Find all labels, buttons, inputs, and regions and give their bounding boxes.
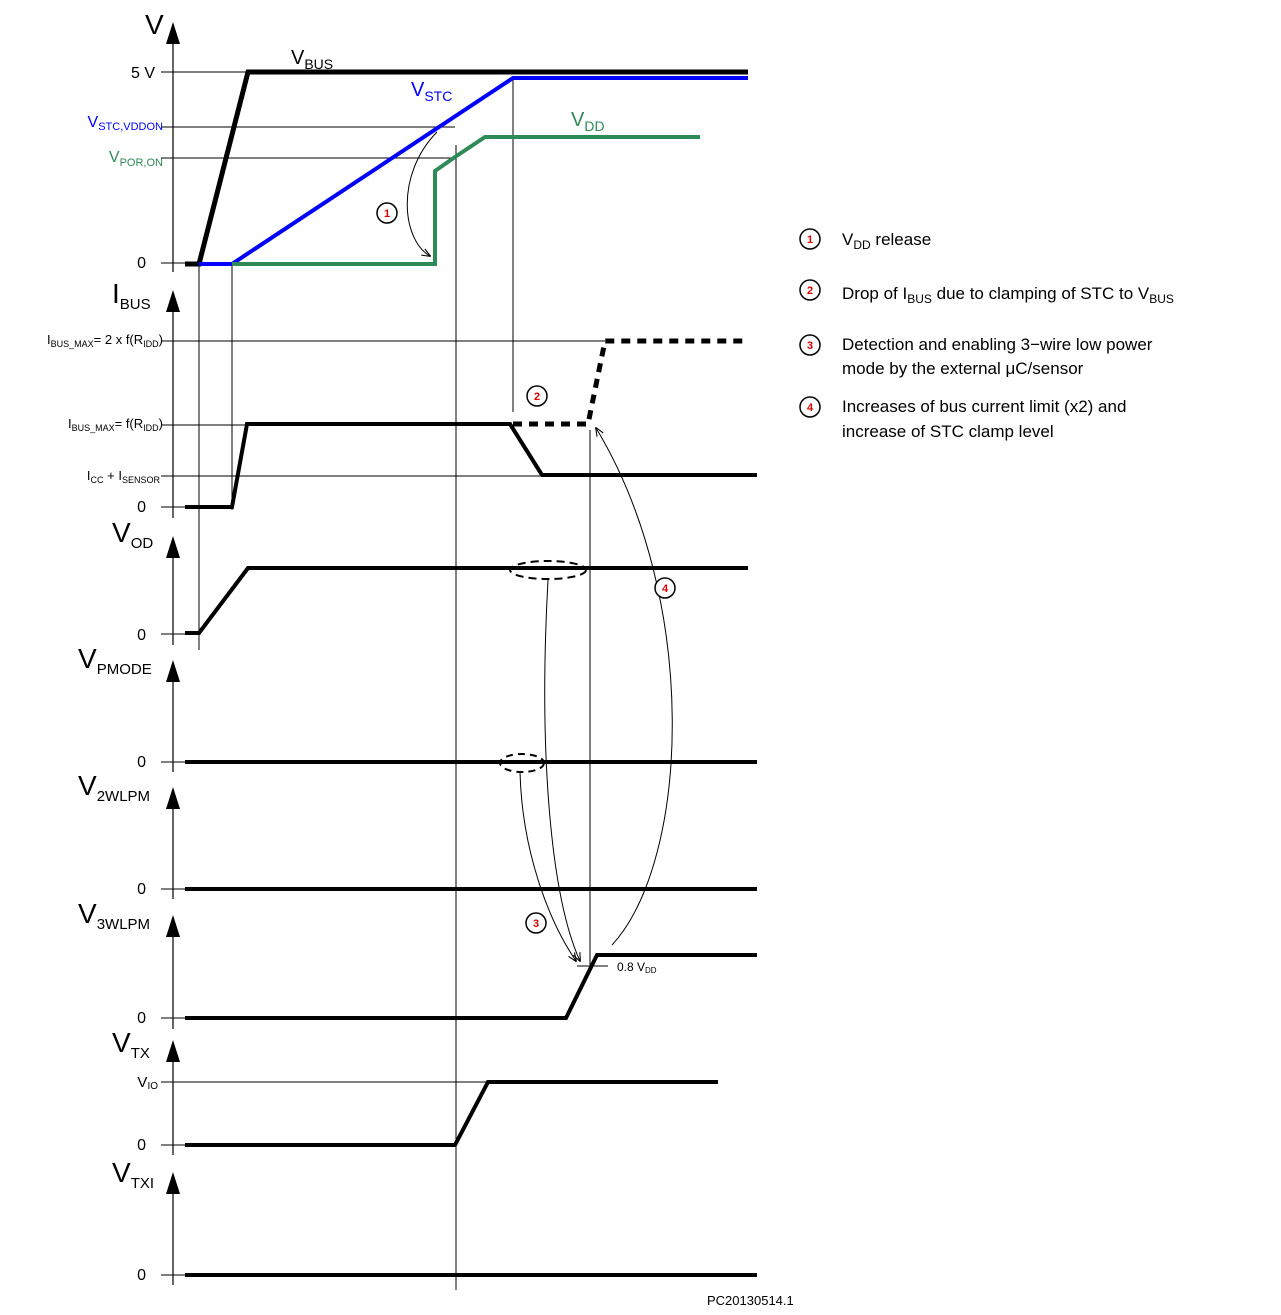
legend-item-2: 2 Drop of IBUS due to clamping of STC to…	[799, 279, 1174, 306]
v3wlpm-axis-arrow-icon	[166, 915, 180, 937]
tick-vod-zero: 0	[137, 627, 146, 644]
waveforms	[185, 69, 757, 1277]
svg-text:increase of STC clamp level: increase of STC clamp level	[842, 422, 1054, 441]
tick-ibus-max2: IBUS_MAX= 2 x f(RIDD)	[47, 332, 163, 349]
vod-to-3wlpm-arrow	[544, 579, 580, 961]
tick-vio: VIO	[137, 1074, 158, 1092]
svg-text:3: 3	[533, 918, 539, 930]
v-axis-arrow-icon	[166, 22, 180, 44]
vtx-axis-label: VTX	[112, 1027, 150, 1062]
svg-text:1: 1	[384, 208, 390, 220]
vdd-waveform	[232, 135, 700, 266]
axis-arrowheads	[166, 22, 180, 1194]
vod-axis-label: VOD	[112, 517, 153, 552]
tick-v2wlpm-zero: 0	[137, 881, 146, 898]
tick-5v: 5 V	[131, 65, 155, 82]
tick-icc-isensor: ICC + ISENSOR	[87, 468, 161, 485]
vtx-axis-arrow-icon	[166, 1040, 180, 1062]
legend: 1 VDD release 2 Drop of IBUS due to clam…	[799, 228, 1174, 441]
vbus-signal-label: VBUS	[291, 47, 333, 72]
vstc-signal-label: VSTC	[411, 79, 452, 104]
threshold-0.8vdd-label: 0.8 VDD	[617, 960, 657, 975]
tick-vstc-vddon: VSTC,VDDON	[88, 114, 164, 133]
ibus-axis-arrow-icon	[166, 290, 180, 312]
legend-item-1: 1 VDD release	[799, 228, 931, 252]
ibus-axis-label: IBUS	[112, 278, 151, 313]
marker-3: 3	[525, 912, 547, 934]
marker-2: 2	[526, 385, 548, 407]
tick-vpmode-zero: 0	[137, 754, 146, 771]
svg-text:Drop of IBUS due to clamping o: Drop of IBUS due to clamping of STC to V…	[842, 284, 1174, 306]
vtxi-axis-label: VTXI	[112, 1157, 154, 1192]
legend-item-4: 4 Increases of bus current limit (x2) an…	[799, 396, 1126, 441]
3wlpm-to-ibus-arrow	[596, 428, 673, 946]
vdd-signal-label: VDD	[571, 109, 605, 134]
v-axis-label: V	[145, 9, 164, 40]
time-reference-lines	[198, 78, 591, 1290]
ibus-dashed-waveform	[513, 338, 748, 427]
tick-v-zero: 0	[137, 255, 146, 272]
svg-text:2: 2	[807, 285, 813, 297]
ibus-waveform	[185, 422, 757, 509]
svg-text:3: 3	[807, 340, 813, 352]
svg-text:2: 2	[534, 391, 540, 403]
vtxi-axis-arrow-icon	[166, 1172, 180, 1194]
tick-ibus-zero: 0	[137, 499, 146, 516]
vdd-release-arrow	[406, 131, 438, 256]
svg-text:VDD release: VDD release	[842, 230, 931, 252]
vstc-waveform	[199, 76, 748, 266]
annotation-arrows	[406, 131, 673, 961]
marker-1: 1	[376, 202, 398, 224]
tick-vpor-on: VPOR,ON	[109, 149, 163, 169]
v2wlpm-axis-label: V2WLPM	[78, 770, 150, 805]
marker-4: 4	[654, 577, 676, 599]
legend-item-3: 3 Detection and enabling 3−wire low powe…	[799, 334, 1153, 378]
vpmode-dashed-ellipse	[499, 753, 545, 773]
tick-v3wlpm-zero: 0	[137, 1010, 146, 1027]
vod-axis-arrow-icon	[166, 536, 180, 558]
svg-text:4: 4	[807, 402, 814, 414]
svg-text:mode by the external μC/sensor: mode by the external μC/sensor	[842, 359, 1084, 378]
figure-code: PC20130514.1	[707, 1293, 794, 1308]
vbus-waveform	[185, 69, 748, 267]
svg-text:1: 1	[807, 234, 813, 246]
svg-text:Increases of bus current limit: Increases of bus current limit (x2) and	[842, 397, 1126, 416]
svg-text:4: 4	[662, 583, 669, 595]
vod-dashed-ellipse	[509, 560, 587, 580]
v3wlpm-axis-label: V3WLPM	[78, 898, 150, 933]
vtx-waveform	[185, 1080, 718, 1147]
vpmode-to-3wlpm-arrow	[519, 771, 576, 961]
tick-vtx-zero: 0	[137, 1137, 146, 1154]
tick-ibus-max: IBUS_MAX= f(RIDD)	[68, 416, 163, 433]
tick-vtxi-zero: 0	[137, 1267, 146, 1284]
vod-waveform	[185, 566, 748, 635]
vpmode-axis-arrow-icon	[166, 660, 180, 682]
v3wlpm-waveform	[185, 953, 757, 1020]
v2wlpm-axis-arrow-icon	[166, 787, 180, 809]
svg-text:Detection and enabling 3−wire: Detection and enabling 3−wire low power	[842, 335, 1153, 354]
guide-lines	[161, 71, 608, 1276]
vpmode-axis-label: VPMODE	[78, 643, 152, 678]
